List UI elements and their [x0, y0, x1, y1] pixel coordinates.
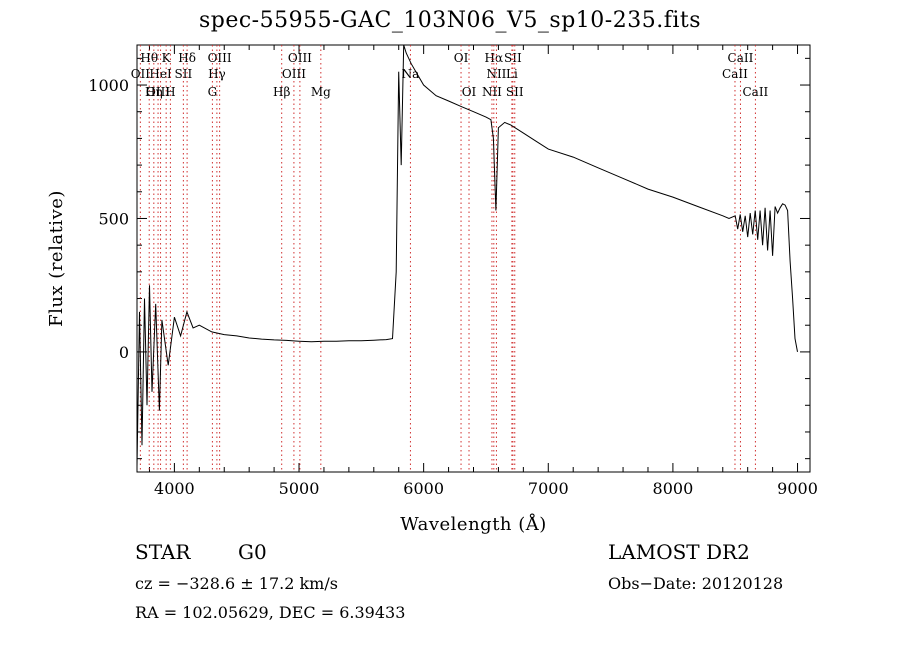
line-marker-label: Li — [506, 67, 518, 81]
line-marker-label: Hγ — [208, 67, 226, 81]
line-marker-label: NII — [486, 67, 506, 81]
line-marker-label: HeI — [149, 67, 172, 81]
line-marker-label: Hδ — [178, 51, 196, 65]
line-marker-label: G — [208, 85, 218, 99]
line-marker-label: Hη — [145, 85, 163, 99]
line-marker-label: CaII — [722, 67, 748, 81]
y-tick-label: 0 — [119, 343, 129, 362]
line-marker-label: OIII — [146, 85, 170, 99]
line-marker-label: NII — [482, 85, 502, 99]
obs-date-label: Obs−Date: 20120128 — [608, 574, 784, 593]
spectral-class-label: G0 — [238, 540, 267, 564]
line-marker-label: Hα — [485, 51, 504, 65]
line-marker-label: Mg — [311, 85, 331, 99]
x-tick-label: 7000 — [528, 479, 569, 498]
x-tick-label: 8000 — [653, 479, 694, 498]
line-marker-label: SII — [504, 51, 522, 65]
line-marker-label: OI — [454, 51, 469, 65]
x-tick-label: 6000 — [403, 479, 444, 498]
line-marker-label: K — [162, 51, 172, 65]
x-tick-label: 4000 — [154, 479, 195, 498]
x-axis-label: Wavelength (Å) — [400, 513, 547, 535]
line-marker-label: CaII — [728, 51, 754, 65]
line-marker-label: Hθ — [140, 51, 158, 65]
line-marker-label: SII — [506, 85, 524, 99]
line-marker-label: OII — [131, 67, 151, 81]
object-type-label: STAR — [135, 540, 191, 564]
line-marker-label: OIII — [208, 51, 232, 65]
x-tick-label: 9000 — [777, 479, 818, 498]
y-tick-label: 1000 — [88, 76, 129, 95]
line-marker-label: OIII — [282, 67, 306, 81]
line-marker-label: OIII — [288, 51, 312, 65]
line-marker-label: H — [165, 85, 175, 99]
coordinates-label: RA = 102.05629, DEC = 6.39433 — [135, 603, 406, 622]
line-marker-label: Hβ — [273, 85, 290, 99]
y-axis-label: Flux (relative) — [46, 190, 67, 327]
spectrum-line — [137, 45, 798, 467]
line-marker-label: SII — [175, 67, 193, 81]
line-marker-label: OI — [462, 85, 477, 99]
plot-frame — [136, 44, 811, 473]
redshift-label: cz = −328.6 ± 17.2 km/s — [135, 574, 338, 593]
y-tick-label: 500 — [98, 209, 129, 228]
x-tick-label: 5000 — [279, 479, 320, 498]
chart-title: spec-55955-GAC_103N06_V5_sp10-235.fits — [198, 8, 702, 33]
survey-label: LAMOST DR2 — [608, 540, 750, 564]
line-marker-label: CaII — [742, 85, 768, 99]
